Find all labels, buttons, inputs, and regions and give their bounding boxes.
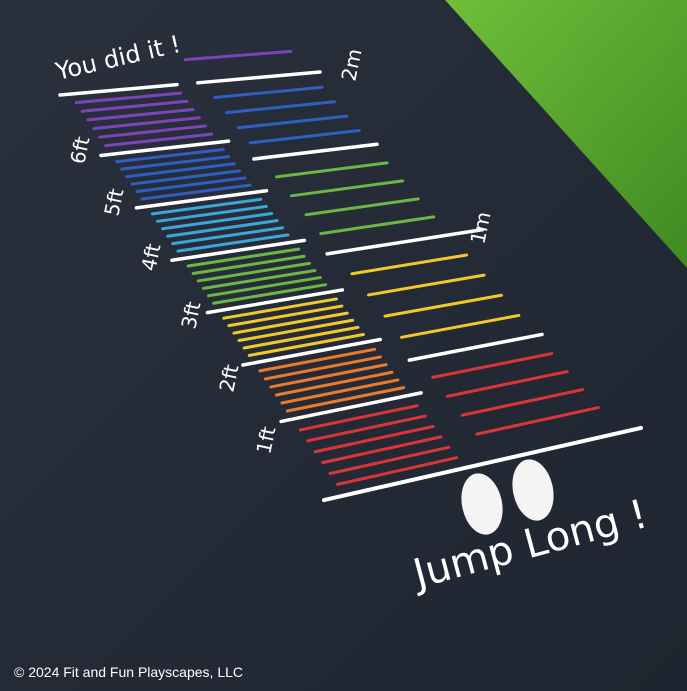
scene: You did it ! Jump Long ! 1ft 2ft 3ft 4ft… (0, 0, 687, 691)
copyright: © 2024 Fit and Fun Playscapes, LLC (14, 664, 243, 680)
